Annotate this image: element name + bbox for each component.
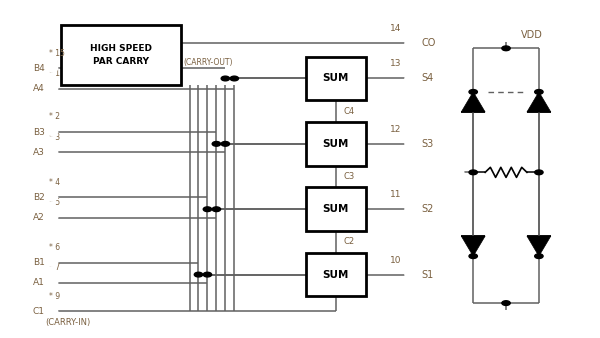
Circle shape	[469, 90, 478, 94]
Text: VDD: VDD	[521, 30, 543, 40]
Text: S3: S3	[421, 139, 433, 149]
Bar	[61, 25, 181, 85]
Text: * 15: * 15	[49, 49, 65, 58]
Text: * 4: * 4	[49, 178, 60, 187]
Circle shape	[405, 206, 416, 212]
Text: HIGH SPEED
PAR CARRY: HIGH SPEED PAR CARRY	[90, 44, 152, 66]
Text: C3: C3	[343, 172, 354, 181]
Circle shape	[535, 90, 543, 94]
Circle shape	[405, 75, 416, 81]
Circle shape	[47, 66, 58, 71]
Text: * 9: * 9	[49, 292, 60, 301]
Text: * 3: * 3	[49, 132, 60, 142]
Text: C2: C2	[343, 237, 354, 246]
Text: * 1: * 1	[49, 69, 60, 78]
Circle shape	[47, 86, 58, 92]
Text: 10: 10	[390, 256, 401, 265]
Text: B1: B1	[33, 258, 45, 267]
Text: A1: A1	[33, 279, 45, 288]
Circle shape	[469, 254, 478, 259]
Circle shape	[47, 309, 58, 314]
Circle shape	[47, 280, 58, 286]
Circle shape	[453, 169, 464, 175]
Text: SUM: SUM	[323, 204, 349, 214]
Text: * 7: * 7	[49, 263, 60, 272]
Bar	[306, 57, 365, 100]
Circle shape	[502, 301, 510, 306]
Text: * 5: * 5	[49, 198, 60, 207]
Text: A2: A2	[33, 213, 45, 222]
Text: S2: S2	[421, 204, 434, 214]
Text: * 2: * 2	[49, 113, 60, 121]
Text: A4: A4	[33, 84, 45, 93]
Text: 11: 11	[390, 190, 401, 199]
Circle shape	[502, 46, 510, 51]
Text: S4: S4	[421, 73, 433, 83]
Text: A3: A3	[33, 148, 45, 157]
Circle shape	[230, 76, 238, 81]
Polygon shape	[527, 92, 551, 112]
Bar	[306, 253, 365, 296]
Circle shape	[535, 170, 543, 175]
Text: C4: C4	[343, 107, 354, 116]
Circle shape	[405, 271, 416, 277]
Circle shape	[212, 207, 221, 212]
Circle shape	[47, 194, 58, 200]
Circle shape	[405, 141, 416, 147]
Circle shape	[221, 142, 230, 146]
Text: (CARRY-IN): (CARRY-IN)	[45, 318, 90, 327]
Polygon shape	[461, 92, 485, 112]
Text: C1: C1	[33, 307, 45, 316]
Text: B2: B2	[33, 193, 45, 202]
Circle shape	[47, 129, 58, 135]
Circle shape	[405, 40, 416, 46]
Circle shape	[203, 207, 212, 212]
Polygon shape	[527, 236, 551, 256]
Text: CO: CO	[421, 38, 436, 48]
Text: 14: 14	[390, 24, 401, 33]
Text: S1: S1	[421, 270, 433, 280]
Circle shape	[221, 76, 230, 81]
Circle shape	[47, 149, 58, 155]
Text: 12: 12	[390, 125, 401, 134]
Circle shape	[47, 215, 58, 221]
Circle shape	[212, 142, 221, 146]
Circle shape	[47, 260, 58, 266]
Text: (CARRY-OUT): (CARRY-OUT)	[184, 58, 233, 67]
Text: 13: 13	[390, 59, 401, 68]
Polygon shape	[461, 236, 485, 256]
Circle shape	[203, 272, 212, 277]
Bar	[306, 188, 365, 231]
Text: SUM: SUM	[323, 139, 349, 149]
Text: SUM: SUM	[323, 270, 349, 280]
Text: B3: B3	[33, 128, 45, 137]
Circle shape	[469, 170, 478, 175]
Text: * 6: * 6	[49, 243, 60, 252]
Circle shape	[535, 254, 543, 259]
Text: B4: B4	[33, 64, 45, 73]
Bar	[306, 122, 365, 166]
Text: SUM: SUM	[323, 73, 349, 83]
Circle shape	[194, 272, 203, 277]
